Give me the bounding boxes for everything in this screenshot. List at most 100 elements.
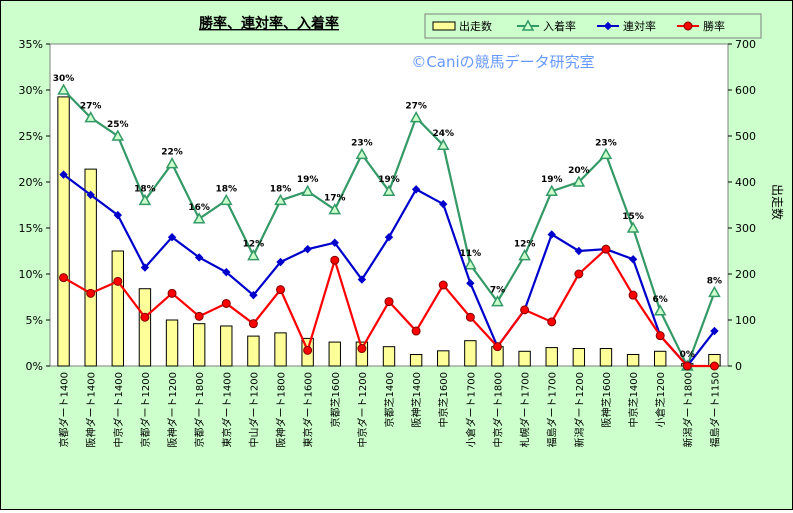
bar [437, 350, 450, 367]
data-label: 27% [80, 102, 102, 112]
point-marker [384, 232, 394, 242]
point-marker [167, 232, 177, 242]
x-tick-label: 小倉芝1200 [654, 372, 667, 427]
legend: 出走数 入着率 連対率 勝率 [424, 13, 762, 39]
bar [599, 348, 613, 367]
x-tick-label: 阪神ダート1200 [166, 372, 179, 447]
point-marker [111, 129, 125, 141]
bar [409, 354, 423, 367]
point-marker [628, 290, 638, 300]
point-marker [274, 193, 287, 206]
data-label: 11% [460, 249, 482, 259]
data-label: 6% [653, 295, 668, 305]
bar [111, 250, 124, 367]
point-marker [710, 326, 719, 336]
legend-marker [683, 21, 693, 31]
point-marker [653, 304, 667, 316]
x-tick-label: 中山ダート1200 [247, 372, 260, 447]
bar [355, 341, 369, 367]
point-marker [574, 269, 584, 279]
data-label: 19% [541, 175, 563, 185]
x-tick-label: 阪神ダート1800 [275, 372, 288, 447]
data-label: 17% [324, 194, 346, 204]
point-marker [247, 249, 260, 261]
y-tick-label: 35% [19, 38, 43, 51]
point-marker [167, 288, 177, 298]
chart-title: 勝率、連対率、入着率 [199, 15, 339, 32]
point-marker [303, 244, 312, 254]
data-label: 23% [351, 138, 373, 148]
point-marker [409, 111, 423, 123]
data-label: 25% [107, 120, 129, 130]
bar [328, 341, 341, 367]
x-tick-label: 中京芝1400 [627, 372, 640, 427]
point-marker [708, 285, 721, 298]
data-label: 12% [514, 240, 536, 250]
point-marker [192, 212, 206, 224]
point-marker [303, 345, 313, 355]
point-marker [140, 312, 150, 322]
point-marker [276, 257, 285, 267]
legend-label: 出走数 [459, 19, 492, 33]
point-marker [59, 273, 69, 283]
point-marker [572, 175, 586, 187]
legend-label: 入着率 [543, 19, 576, 33]
bar [626, 354, 640, 367]
x-tick-label: 新潟ダート1200 [573, 372, 586, 447]
point-marker [547, 230, 556, 239]
x-tick-label: 中京ダート1400 [112, 372, 125, 447]
y-tick-label: 0% [26, 360, 43, 373]
bar [247, 335, 260, 367]
point-marker [438, 280, 448, 290]
x-tick-label: 東京ダート1600 [302, 372, 315, 447]
labels-layer: 30% 27% 25% 18% 22% 16% 18% 12% 18% 19% 17% 23% 19% 2… [53, 74, 722, 360]
point-marker [601, 244, 611, 254]
x-tick-label: 東京ダート1400 [220, 372, 233, 447]
data-label: 18% [134, 184, 156, 194]
point-marker [86, 288, 96, 298]
point-marker [221, 298, 231, 308]
bar [274, 332, 287, 367]
y2-tick-label: 500 [735, 130, 756, 143]
legend-box [424, 13, 762, 39]
x-tick-label: 阪神芝1400 [410, 372, 423, 427]
y-tick-label: 25% [19, 130, 43, 143]
data-label: 24% [432, 129, 454, 139]
x-tick-label: 札幌ダート1700 [519, 372, 532, 447]
bar [545, 347, 558, 367]
y-tick-label: 20% [19, 176, 43, 189]
data-label: 20% [568, 166, 590, 176]
bar [165, 319, 179, 367]
y2-tick-label: 700 [735, 38, 756, 51]
x-tick-label: 中京ダート1200 [356, 372, 369, 447]
x-tick-label: 新潟ダート1800 [681, 372, 694, 447]
point-marker [466, 278, 475, 288]
point-marker [436, 138, 450, 150]
point-marker [655, 331, 665, 341]
point-marker [464, 258, 477, 270]
bar [57, 96, 70, 367]
point-marker [138, 193, 152, 206]
lines-layer [57, 83, 721, 371]
point-marker [84, 111, 97, 123]
point-marker [411, 185, 421, 194]
bar [84, 168, 97, 367]
point-marker [628, 255, 638, 264]
point-marker [626, 221, 640, 233]
axis-layer: 0% 5% 10% 15% 20% 25% 30% 35% 0 100 200 300 400 500 60… [19, 38, 756, 447]
bar [572, 348, 586, 367]
watermark-text: ©Caniの競馬データ研究室 [411, 53, 594, 71]
y-tick-label: 30% [19, 84, 43, 97]
plot-area [49, 43, 729, 367]
point-marker [709, 361, 719, 371]
x-tick-label: 京都ダート1200 [139, 372, 152, 447]
point-marker [165, 157, 179, 169]
y-tick-label: 15% [19, 222, 43, 235]
point-marker [599, 147, 613, 160]
point-marker [518, 249, 531, 261]
point-marker [249, 290, 258, 300]
legend-marker [521, 19, 535, 31]
data-label: 27% [405, 102, 427, 112]
data-label: 16% [188, 203, 210, 213]
point-marker [113, 210, 123, 220]
